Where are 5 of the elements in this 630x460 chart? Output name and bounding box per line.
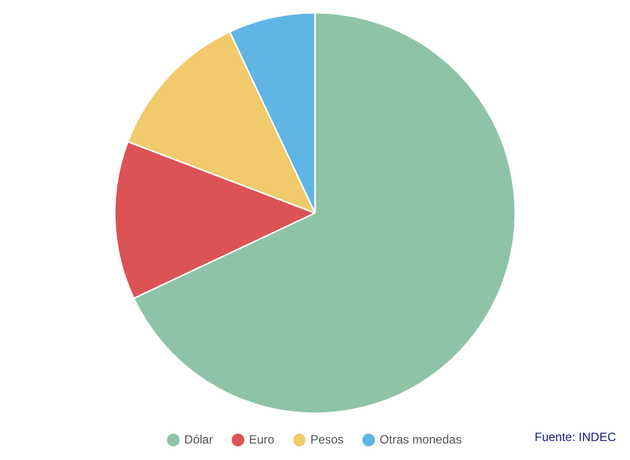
legend-label: Pesos xyxy=(310,432,344,446)
legend-label: Dólar xyxy=(184,432,213,446)
legend-label: Otras monedas xyxy=(380,432,462,446)
source-note: Fuente: INDEC xyxy=(534,430,616,444)
legend-label: Euro xyxy=(248,432,275,446)
